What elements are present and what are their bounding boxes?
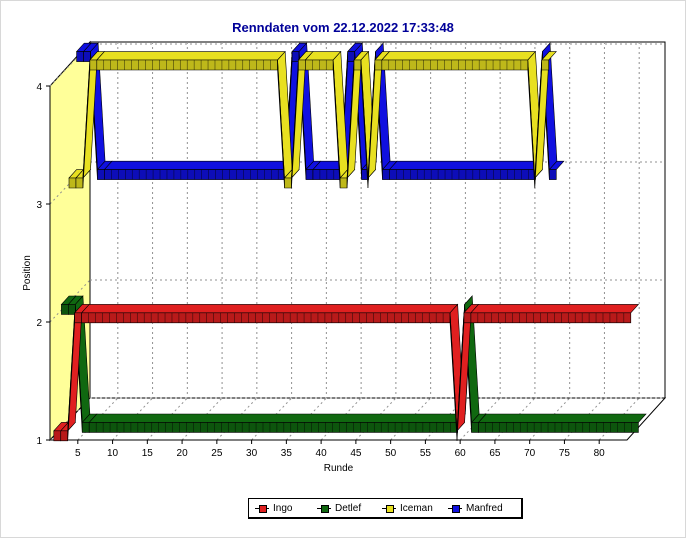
series-segment-front (298, 59, 306, 71)
chart-legend: Ingo Detlef Iceman Manfred (248, 498, 523, 519)
y-axis-label: Position (22, 255, 33, 291)
series-segment-front (68, 177, 77, 189)
series-segment-front (60, 430, 69, 442)
series-segment-front (470, 312, 632, 324)
legend-swatch (317, 504, 331, 513)
series-iceman (68, 50, 557, 189)
legend-swatch (255, 504, 269, 513)
series-segment-front (478, 422, 639, 433)
x-tick-label: 15 (142, 448, 154, 459)
series-segment-top (80, 304, 459, 314)
x-tick-label: 55 (420, 448, 432, 459)
legend-item-detlef: Detlef (317, 499, 361, 517)
series-segment-front (81, 312, 451, 324)
chart-title: Renndaten vom 22.12.2022 17:33:48 (232, 20, 454, 35)
legend-label: Iceman (400, 502, 433, 514)
x-tick-label: 45 (350, 448, 362, 459)
x-tick-label: 20 (177, 448, 189, 459)
series-segment-front (541, 59, 549, 71)
legend-item-ingo: Ingo (255, 499, 292, 517)
series-segment-front (89, 59, 98, 71)
x-tick-label: 30 (246, 448, 258, 459)
x-axis-label: Runde (324, 463, 354, 474)
legend-label: Manfred (466, 502, 503, 514)
legend-swatch (448, 504, 462, 513)
series-segment-front (75, 177, 84, 189)
series-segment-front (305, 169, 314, 180)
legend-label: Detlef (335, 502, 362, 514)
series-segment-top (388, 160, 544, 170)
series-segment-top (88, 413, 466, 423)
x-tick-label: 10 (107, 448, 119, 459)
series-segment-front (97, 169, 105, 180)
x-tick-label: 40 (316, 448, 328, 459)
series-segment-front (382, 169, 390, 180)
y-tick-label: 4 (36, 82, 42, 93)
series-segment-front (549, 169, 557, 180)
legend-swatch (382, 504, 396, 513)
series-ingo (53, 303, 640, 442)
legend-item-iceman: Iceman (382, 499, 433, 517)
series-segment-front (53, 430, 62, 442)
series-segment-top (470, 304, 640, 314)
series-segment-front (471, 422, 479, 433)
x-tick-label: 70 (524, 448, 536, 459)
series-segment-front (81, 422, 90, 433)
x-tick-label: 75 (559, 448, 571, 459)
series-segment-front (61, 304, 69, 315)
series-segment-front (76, 51, 84, 62)
x-tick-label: 60 (455, 448, 467, 459)
series-segment-front (381, 59, 529, 71)
x-tick-label: 65 (489, 448, 501, 459)
series-segment-front (74, 312, 82, 324)
y-tick-label: 2 (36, 318, 42, 329)
series-segment-front (463, 312, 472, 324)
legend-item-manfred: Manfred (448, 499, 503, 517)
series-segment-top (103, 160, 294, 170)
y-tick-label: 1 (36, 436, 42, 447)
series-segment-front (389, 169, 536, 180)
series-segment-front (88, 422, 458, 433)
series-segment-front (339, 177, 348, 189)
series-segment-top (96, 51, 286, 61)
x-tick-label: 25 (211, 448, 223, 459)
series-segment-front (374, 59, 383, 71)
x-tick-label: 35 (281, 448, 293, 459)
series-segment-top (381, 51, 537, 61)
x-tick-label: 5 (75, 448, 81, 459)
series-segment-front (284, 177, 292, 189)
y-tick-label: 3 (36, 200, 42, 211)
series-segment-front (353, 59, 362, 71)
x-tick-label: 50 (385, 448, 397, 459)
legend-label: Ingo (273, 502, 293, 514)
x-tick-label: 80 (594, 448, 606, 459)
series-segment-top (477, 413, 647, 423)
